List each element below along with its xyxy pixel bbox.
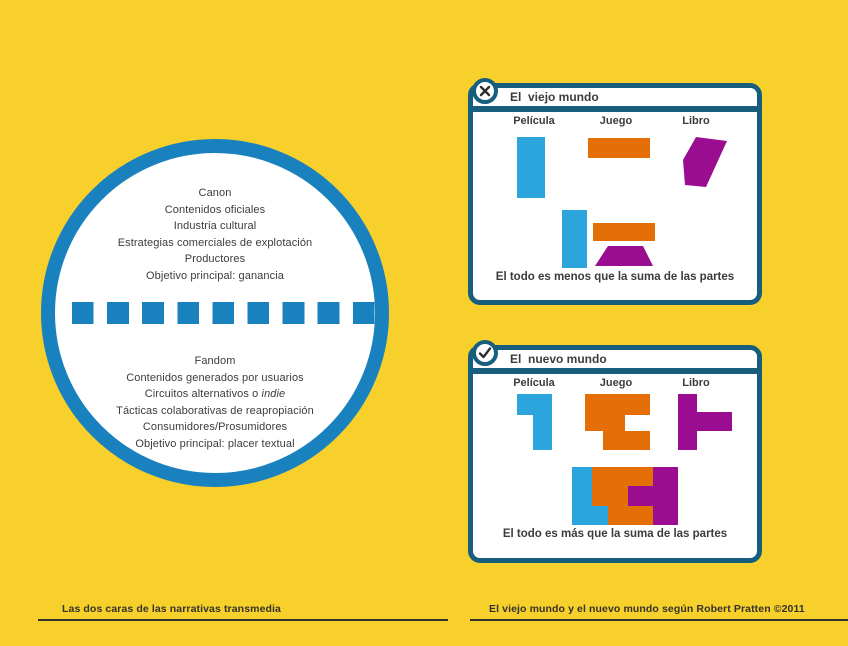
old-sum-pelicula-shape xyxy=(562,210,587,268)
old-libro-shape xyxy=(683,137,727,187)
canon-line: Contenidos oficiales xyxy=(164,203,266,216)
fandom-line-indie: indie xyxy=(261,388,286,401)
footer-left-rule xyxy=(38,619,448,621)
new-sum-libro-shape xyxy=(628,467,678,525)
x-icon xyxy=(470,76,500,106)
new-world-label-juego: Juego xyxy=(599,377,633,389)
new-pelicula-shape xyxy=(517,394,552,450)
canon-line: Estrategias comerciales de explotación xyxy=(117,236,313,249)
new-juego-shape xyxy=(585,394,650,450)
footer-left-caption: Las dos caras de las narrativas transmed… xyxy=(62,603,281,615)
canon-line: Industria cultural xyxy=(173,220,257,233)
footer-right-caption: El viejo mundo y el nuevo mundo según Ro… xyxy=(489,603,805,615)
old-sum-libro-shape xyxy=(595,246,653,266)
fandom-line: Consumidores/Prosumidores xyxy=(142,421,288,434)
canon-line: Objetivo principal: ganancia xyxy=(146,269,284,282)
canon-line: Productores xyxy=(184,253,246,266)
old-world-label-pelicula: Película xyxy=(513,115,555,127)
new-world-caption: El todo es más que la suma de las partes xyxy=(502,528,728,540)
new-world-label-libro: Libro xyxy=(682,377,710,389)
fandom-line: Tácticas colaborativas de reapropiación xyxy=(116,404,314,417)
footer-right-rule xyxy=(470,619,848,621)
new-world-body: Película Juego Libro El todo es más que … xyxy=(473,374,757,552)
old-sum-juego-shape xyxy=(593,223,655,241)
fandom-line: Contenidos generados por usuarios xyxy=(126,371,304,384)
new-world-label-pelicula: Película xyxy=(513,377,555,389)
fandom-line: Fandom xyxy=(194,355,236,367)
fandom-line: Objetivo principal: placer textual xyxy=(135,437,295,450)
new-world-title: El nuevo mundo xyxy=(473,350,757,374)
canon-text-block: Canon Contenidos oficiales Industria cul… xyxy=(41,185,389,285)
old-world-caption: El todo es menos que la suma de las part… xyxy=(495,271,735,283)
new-world-card: El nuevo mundo Película Juego Libro El t… xyxy=(468,340,762,563)
check-icon xyxy=(470,338,500,368)
canon-line: Canon xyxy=(198,187,232,199)
new-sum-juego-shape xyxy=(592,467,653,525)
new-sum-pelicula-shape xyxy=(572,467,608,525)
old-world-shapes xyxy=(517,137,727,268)
old-world-title: El viejo mundo xyxy=(473,88,757,112)
new-world-shapes xyxy=(517,394,732,525)
new-libro-shape xyxy=(678,394,732,450)
old-world-label-libro: Libro xyxy=(682,115,710,127)
old-world-body: Película Juego Libro El todo es menos qu… xyxy=(473,112,757,294)
fandom-line-prefix: Circuitos alternativos o xyxy=(144,388,262,401)
old-world-card: El viejo mundo Película Juego Libro El t… xyxy=(468,78,762,305)
fandom-text-block: Fandom Contenidos generados por usuarios… xyxy=(41,353,389,453)
old-juego-shape xyxy=(588,138,650,158)
fandom-line: Circuitos alternativos o indie xyxy=(41,386,389,403)
old-world-label-juego: Juego xyxy=(599,115,633,127)
dashed-divider xyxy=(72,302,375,324)
old-pelicula-shape xyxy=(517,137,545,198)
